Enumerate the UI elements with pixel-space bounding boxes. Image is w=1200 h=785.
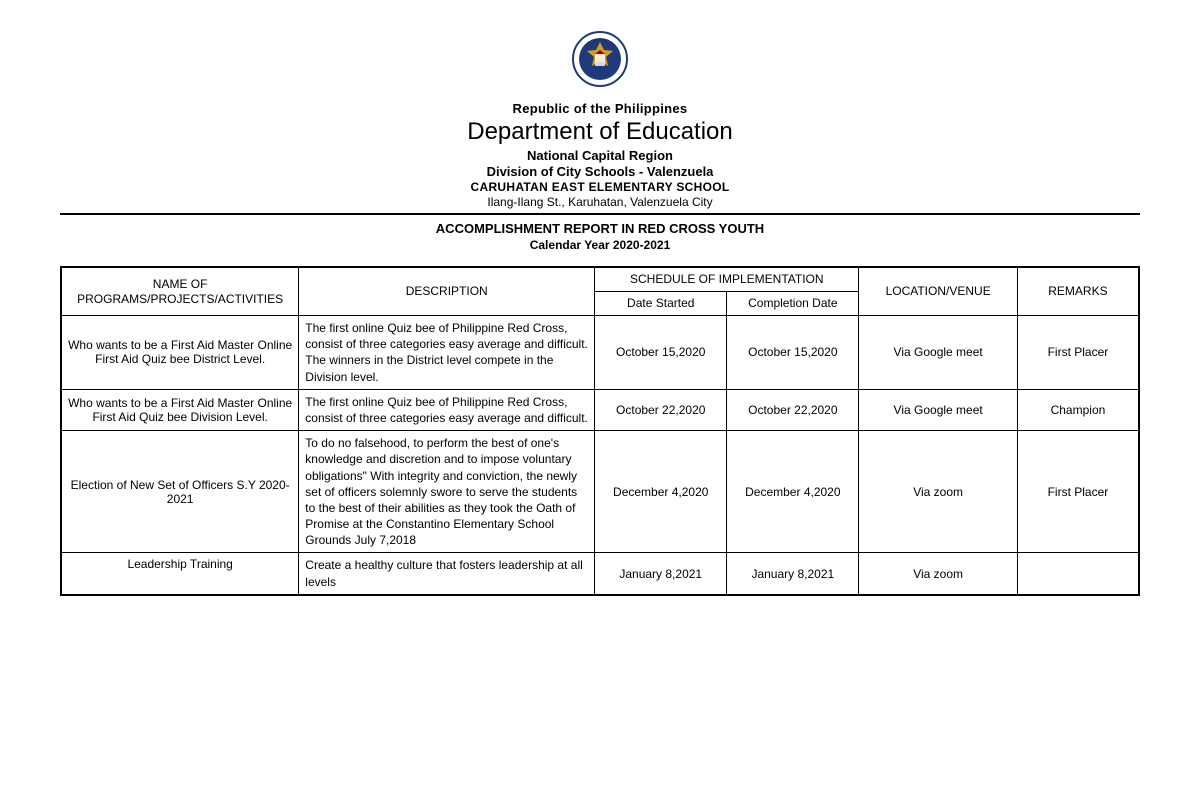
cell-remarks: Champion	[1017, 389, 1139, 430]
title-block: ACCOMPLISHMENT REPORT IN RED CROSS YOUTH…	[60, 221, 1140, 252]
cell-started: October 22,2020	[595, 389, 727, 430]
cell-name: Who wants to be a First Aid Master Onlin…	[61, 389, 299, 430]
cell-desc: Create a healthy culture that fosters le…	[299, 553, 595, 595]
col-header-location: LOCATION/VENUE	[859, 267, 1018, 316]
table-row: Who wants to be a First Aid Master Onlin…	[61, 316, 1139, 390]
col-header-remarks: REMARKS	[1017, 267, 1139, 316]
cell-desc: The first online Quiz bee of Philippine …	[299, 316, 595, 390]
col-header-completed: Completion Date	[727, 292, 859, 316]
header-address: Ilang-Ilang St., Karuhatan, Valenzuela C…	[60, 195, 1140, 209]
cell-name: Election of New Set of Officers S.Y 2020…	[61, 431, 299, 553]
cell-desc: The first online Quiz bee of Philippine …	[299, 389, 595, 430]
col-header-name: NAME OF PROGRAMS/PROJECTS/ACTIVITIES	[61, 267, 299, 316]
cell-desc: To do no falsehood, to perform the best …	[299, 431, 595, 553]
cell-started: October 15,2020	[595, 316, 727, 390]
table-row: Election of New Set of Officers S.Y 2020…	[61, 431, 1139, 553]
cell-completed: October 15,2020	[727, 316, 859, 390]
col-header-schedule: SCHEDULE OF IMPLEMENTATION	[595, 267, 859, 292]
cell-remarks: First Placer	[1017, 431, 1139, 553]
header-department: Department of Education	[60, 118, 1140, 146]
cell-completed: October 22,2020	[727, 389, 859, 430]
report-title: ACCOMPLISHMENT REPORT IN RED CROSS YOUTH	[60, 221, 1140, 236]
cell-started: December 4,2020	[595, 431, 727, 553]
col-header-desc: DESCRIPTION	[299, 267, 595, 316]
cell-name: Who wants to be a First Aid Master Onlin…	[61, 316, 299, 390]
cell-completed: December 4,2020	[727, 431, 859, 553]
accomplishment-table: NAME OF PROGRAMS/PROJECTS/ACTIVITIES DES…	[60, 266, 1140, 596]
cell-location: Via zoom	[859, 431, 1018, 553]
table-header-row: NAME OF PROGRAMS/PROJECTS/ACTIVITIES DES…	[61, 267, 1139, 292]
document-header: Republic of the Philippines Department o…	[60, 30, 1140, 209]
table-row: Who wants to be a First Aid Master Onlin…	[61, 389, 1139, 430]
col-header-started: Date Started	[595, 292, 727, 316]
cell-location: Via zoom	[859, 553, 1018, 595]
deped-logo	[571, 30, 629, 88]
header-divider	[60, 213, 1140, 215]
header-republic: Republic of the Philippines	[60, 101, 1140, 116]
cell-remarks	[1017, 553, 1139, 595]
cell-remarks: First Placer	[1017, 316, 1139, 390]
header-division: Division of City Schools - Valenzuela	[60, 164, 1140, 179]
cell-started: January 8,2021	[595, 553, 727, 595]
header-school: CARUHATAN EAST ELEMENTARY SCHOOL	[60, 180, 1140, 194]
table-row: Leadership Training Create a healthy cul…	[61, 553, 1139, 595]
cell-location: Via Google meet	[859, 316, 1018, 390]
cell-completed: January 8,2021	[727, 553, 859, 595]
header-region: National Capital Region	[60, 148, 1140, 163]
report-subtitle: Calendar Year 2020-2021	[60, 238, 1140, 252]
cell-name: Leadership Training	[61, 553, 299, 595]
cell-location: Via Google meet	[859, 389, 1018, 430]
